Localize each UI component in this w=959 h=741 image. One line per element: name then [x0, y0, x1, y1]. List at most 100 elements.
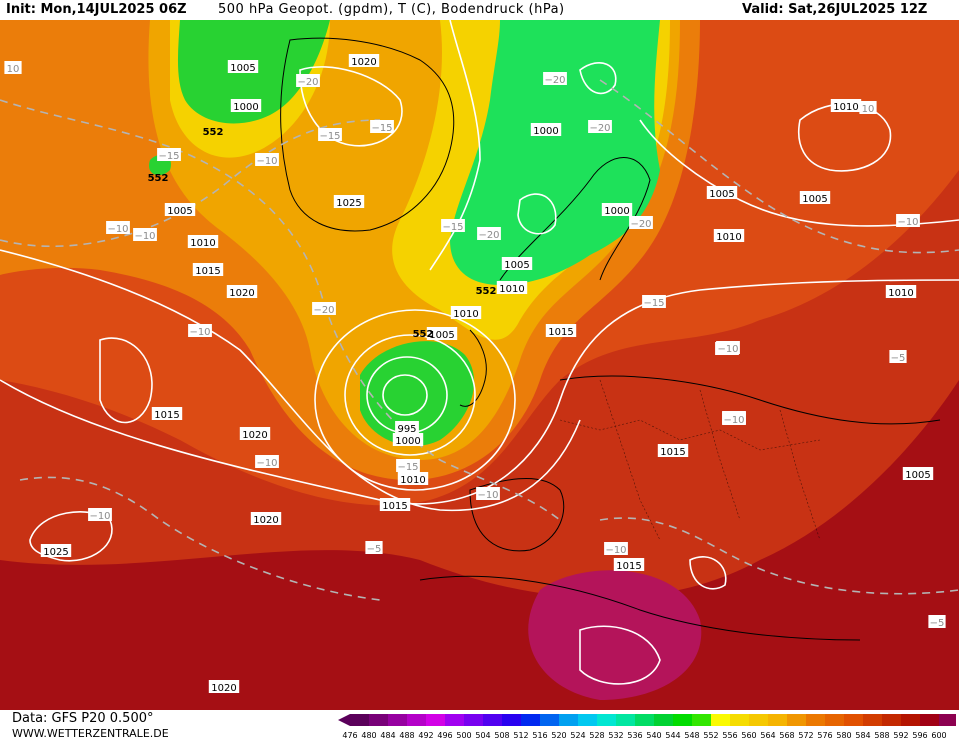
isobar-label-text: 1015 [616, 561, 641, 572]
scale-tick-label: 492 [418, 731, 433, 740]
temperature-label-box [477, 227, 501, 240]
scale-tick-label: 476 [342, 731, 357, 740]
scale-tick-label: 504 [475, 731, 490, 740]
temperature-label: −10 [255, 455, 279, 469]
isobar-label-text: 1010 [400, 475, 425, 486]
isobar-label: 1010 [713, 229, 745, 243]
scale-tick-label: 564 [760, 731, 775, 740]
temperature-label: −10 [716, 341, 740, 355]
isobar-label-box [40, 544, 72, 557]
temperature-label-box [642, 295, 666, 308]
trough-uk-low [360, 341, 475, 446]
isobar-label: 1020 [348, 54, 380, 68]
scale-swatch [901, 714, 920, 726]
temperature-label-text: −15 [643, 298, 664, 309]
hot-region-africa [528, 570, 702, 700]
scale-tick-label: 576 [817, 731, 832, 740]
temperature-label-text: 10 [7, 64, 20, 75]
temperature-label-text: −5 [891, 353, 906, 364]
isobar-label-text: 1010 [190, 238, 215, 249]
scale-tick-label: 556 [722, 731, 737, 740]
scale-tick-label: 500 [456, 731, 471, 740]
isobar-label-box [192, 263, 224, 276]
scale-swatch [464, 714, 483, 726]
temperature-label: −20 [629, 216, 653, 230]
temperature-label: −15 [318, 128, 342, 142]
iberia-coast [469, 478, 565, 552]
isobar-label: 1015 [379, 498, 411, 512]
isobar-label-box [187, 235, 219, 248]
isobar-label: 1025 [40, 544, 72, 558]
temperature-label-box [859, 101, 877, 114]
color-scale-swatches [338, 714, 956, 726]
scale-swatch [635, 714, 654, 726]
temperature-label-box [255, 455, 279, 468]
data-source-label: Data: GFS P20 0.500° [12, 711, 154, 726]
temperature-label: −10 [188, 324, 212, 338]
scale-swatch [616, 714, 635, 726]
temperature-label-text: −10 [134, 231, 155, 242]
temperature-label: −20 [543, 72, 567, 86]
scale-tick-label: 488 [399, 731, 414, 740]
isobar-label-box [902, 467, 934, 480]
temperature-label-box [588, 120, 612, 133]
scale-tick-label: 528 [589, 731, 604, 740]
isobar-label-text: 1005 [167, 206, 192, 217]
isobar-label-text: 1020 [242, 430, 267, 441]
temperature-label: −20 [477, 227, 501, 241]
isobar-label: 1000 [601, 203, 633, 217]
geopotential-label-text: 552 [476, 286, 497, 297]
scale-swatch [787, 714, 806, 726]
isobar-label-text: 1010 [453, 309, 478, 320]
scale-tick-label: 548 [684, 731, 699, 740]
scale-tick-label: 512 [513, 731, 528, 740]
scale-swatch [369, 714, 388, 726]
isobar-label-text: 1000 [533, 126, 558, 137]
scale-tick-label: 572 [798, 731, 813, 740]
isobar-label-text: 1005 [709, 189, 734, 200]
isobar-label-box [799, 191, 831, 204]
isobar-label: 1010 [830, 99, 862, 113]
isobar-label: 1005 [426, 327, 458, 341]
isobar-label: 1015 [151, 407, 183, 421]
isobar-label-box [885, 285, 917, 298]
temperature-label: −20 [312, 302, 336, 316]
temperature-label-box [133, 228, 157, 241]
scale-swatch [844, 714, 863, 726]
isobar-label: 1010 [450, 306, 482, 320]
scale-swatch [882, 714, 901, 726]
valid-time-label: Valid: Sat,26JUL2025 12Z [742, 2, 928, 17]
temperature-label-text: −10 [89, 511, 110, 522]
temperature-label-text: −20 [630, 219, 651, 230]
temperature-label: −5 [928, 615, 946, 629]
isobar-label: 1005 [501, 257, 533, 271]
scale-swatch [445, 714, 464, 726]
scale-swatch [768, 714, 787, 726]
isobar-label-box [239, 427, 271, 440]
scale-swatch [597, 714, 616, 726]
geopotential-label: 552 [203, 127, 224, 138]
temperature-label-text: −20 [297, 77, 318, 88]
scale-swatch [521, 714, 540, 726]
map-labels: 1005 1000 1020 1025 1005 1010 1015 1020 1015 1020… [4, 54, 946, 694]
scale-swatch [426, 714, 445, 726]
temperature-label-box [441, 219, 465, 232]
isobar-label-text: 1025 [43, 547, 68, 558]
temperature-label-box [476, 487, 500, 500]
scale-tick-label: 544 [665, 731, 680, 740]
scale-tick-label: 508 [494, 731, 509, 740]
temperature-label-box [896, 214, 920, 227]
scale-swatch [540, 714, 559, 726]
scale-swatch [749, 714, 768, 726]
isobar-label-box [501, 257, 533, 270]
isobar-label-box [706, 186, 738, 199]
scale-swatch [920, 714, 939, 726]
isobar-label: 1020 [226, 285, 258, 299]
britain-coast [459, 329, 487, 407]
isobar-label-box [250, 512, 282, 525]
temperature-label: −15 [396, 459, 420, 473]
scale-tick-label: 520 [551, 731, 566, 740]
map-title: 500 hPa Geopot. (gpdm), T (C), Bodendruc… [218, 2, 565, 17]
isobar-label-box [348, 54, 380, 67]
scale-swatch [673, 714, 692, 726]
